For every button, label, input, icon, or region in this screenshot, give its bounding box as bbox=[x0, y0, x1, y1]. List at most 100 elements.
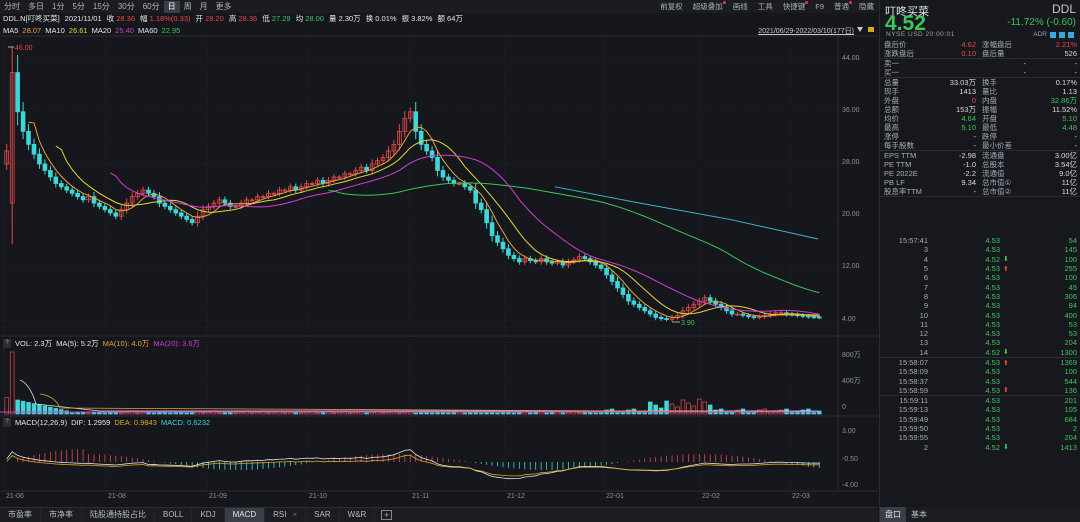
high-label: 高 bbox=[228, 13, 237, 23]
period-tab-7[interactable]: 日 bbox=[163, 0, 180, 13]
period-tab-6[interactable]: 60分 bbox=[142, 1, 160, 11]
period-tab-5[interactable]: 30分 bbox=[117, 1, 135, 11]
stat-label: 量比 bbox=[982, 87, 997, 96]
stat-value: - bbox=[973, 187, 977, 196]
amount-label: 额 bbox=[437, 13, 445, 23]
tick-volume: 684 bbox=[1064, 414, 1077, 424]
tick-volume: 105 bbox=[1064, 405, 1077, 415]
stat-value: 1.13 bbox=[1062, 87, 1077, 96]
edit-icon[interactable] bbox=[1050, 31, 1056, 38]
macd-axis-label: -4.00 bbox=[842, 482, 858, 489]
period-tab-4[interactable]: 15分 bbox=[92, 1, 110, 11]
stat-label: 开盘 bbox=[982, 114, 997, 123]
date-range-link[interactable]: 2021/06/29-2022/03/10(177日) bbox=[758, 28, 854, 35]
tick-time: 15:59:50 bbox=[898, 424, 928, 434]
vol-label: 量 bbox=[328, 13, 337, 23]
tick-time: 15:58:07 bbox=[898, 358, 928, 367]
tick-volume: 204 bbox=[1064, 433, 1077, 443]
bidask-label: 卖一 bbox=[884, 59, 899, 68]
macd-dif: DIF: 1.2959 bbox=[71, 418, 111, 427]
period-tab-1[interactable]: 多日 bbox=[28, 1, 44, 11]
macd-axis-label: -0.50 bbox=[842, 456, 858, 463]
x-axis-label: 22-03 bbox=[792, 493, 810, 500]
vol-header-ma10: MA(10): 4.0万 bbox=[102, 339, 150, 348]
camera-icon[interactable] bbox=[1059, 31, 1065, 38]
indicator-tab-2[interactable]: 陆股通持股占比 bbox=[82, 508, 155, 522]
chart-area: 分时 多日 1分 5分 15分 30分 60分日周月更多 前复权 超级叠加 画线 工具 快捷键 F9 普… bbox=[0, 0, 878, 522]
lock-icon[interactable] bbox=[868, 27, 874, 32]
indicator-tab-label: 市净率 bbox=[49, 510, 73, 519]
stat-label: 盘后价 bbox=[884, 40, 907, 49]
tool-button-7[interactable]: 隐藏 bbox=[859, 2, 874, 11]
tick-price: 4.53 bbox=[985, 405, 1000, 415]
stat-value: 11.52% bbox=[1052, 105, 1077, 114]
tool-button-3[interactable]: 工具 bbox=[757, 2, 773, 11]
add-indicator-icon[interactable]: + bbox=[381, 510, 393, 520]
tick-time: 15:59:11 bbox=[899, 396, 928, 406]
indicator-tab-3[interactable]: BOLL bbox=[155, 508, 193, 522]
period-tab-3[interactable]: 5分 bbox=[72, 1, 85, 11]
stat-label: PE TTM bbox=[884, 160, 912, 169]
tick-row: 7 4.53 45 bbox=[880, 282, 1080, 292]
tick-price: 4.53 bbox=[985, 282, 1000, 292]
close-icon[interactable]: × bbox=[292, 510, 298, 519]
stat-row: EPS TTM -2.98 流通盘 3.00亿 bbox=[880, 151, 1080, 160]
stat-value: 3.00亿 bbox=[1054, 151, 1077, 160]
stat-value: 0 bbox=[971, 96, 976, 105]
help-icon[interactable]: ? bbox=[3, 418, 11, 427]
indicator-tab-4[interactable]: KDJ bbox=[192, 508, 225, 522]
x-axis-label: 21-09 bbox=[209, 493, 227, 500]
indicator-tab-7[interactable]: SAR bbox=[306, 508, 340, 522]
tick-row: 9 4.53 94 bbox=[880, 301, 1080, 310]
tick-row: 11 4.53 53 bbox=[880, 320, 1080, 329]
volume-axis-label: 0 bbox=[842, 404, 846, 411]
ma5-label: MA5 bbox=[3, 25, 19, 35]
stat-value: 3.54亿 bbox=[1054, 160, 1077, 169]
panel-tab-0[interactable]: 盘口 bbox=[880, 507, 906, 522]
stat-row: 外盘 0 内盘 32.86万 bbox=[880, 96, 1080, 105]
tick-row: 2 4.52 ⬇ 1413 bbox=[880, 443, 1080, 452]
arrow-down-icon: ⬇ bbox=[1003, 256, 1009, 264]
range-dropdown-icon[interactable] bbox=[857, 27, 863, 32]
stat-value: 33.03万 bbox=[949, 78, 976, 87]
bidask-row: 卖一 - - bbox=[880, 59, 1080, 68]
tick-volume: 100 bbox=[1064, 273, 1077, 283]
tool-button-2[interactable]: 画线 bbox=[732, 2, 748, 11]
period-tab-8[interactable]: 周 bbox=[183, 1, 192, 11]
close-value: 28.36 bbox=[116, 13, 136, 23]
x-axis-label: 21-11 bbox=[412, 493, 430, 500]
indicator-tab-5[interactable]: MACD bbox=[224, 508, 266, 522]
stat-row: PE TTM -1.0 总股本 3.54亿 bbox=[880, 160, 1080, 169]
tool-button-1[interactable]: 超级叠加 bbox=[692, 1, 726, 11]
change-value: 1.18%(0.33) bbox=[149, 13, 191, 23]
tick-price: 4.53 bbox=[985, 245, 1000, 255]
kline-chart-canvas[interactable]: 46.00 3.90 bbox=[0, 0, 878, 507]
tool-button-0[interactable]: 前复权 bbox=[660, 2, 683, 11]
stat-value: 4.48 bbox=[1062, 123, 1077, 132]
period-tab-9[interactable]: 月 bbox=[199, 1, 208, 11]
tool-button-4[interactable]: 快捷键 bbox=[782, 1, 808, 11]
stat-value: 11亿 bbox=[1061, 178, 1077, 187]
x-axis-label: 21-08 bbox=[108, 493, 126, 500]
change-label: 幅 bbox=[140, 13, 148, 23]
indicator-tab-6[interactable]: RSI × bbox=[265, 508, 307, 522]
stat-value: -1.0 bbox=[963, 160, 976, 169]
panel-tab-1[interactable]: 基本 bbox=[911, 510, 927, 519]
ma20-label: MA20 bbox=[91, 25, 112, 35]
period-tab-2[interactable]: 1分 bbox=[52, 1, 65, 11]
stat-label: 跌停 bbox=[982, 132, 997, 141]
tool-button-5[interactable]: F9 bbox=[815, 2, 824, 11]
indicator-tab-1[interactable]: 市净率 bbox=[41, 508, 82, 522]
help-icon[interactable]: ? bbox=[3, 339, 11, 348]
period-tab-10[interactable]: 更多 bbox=[215, 1, 232, 11]
add-icon[interactable] bbox=[1068, 31, 1074, 38]
stat-value: 0.17% bbox=[1055, 78, 1077, 87]
stat-label: 每手股数 bbox=[884, 141, 914, 150]
period-tab-0[interactable]: 分时 bbox=[4, 1, 20, 11]
indicator-tab-8[interactable]: W&R bbox=[340, 508, 376, 522]
tick-time: 13 bbox=[919, 338, 928, 348]
tool-button-6[interactable]: 普通 bbox=[834, 1, 852, 11]
bidask-price: - bbox=[1023, 59, 1027, 68]
indicator-tab-0[interactable]: 市盈率 bbox=[0, 508, 41, 522]
